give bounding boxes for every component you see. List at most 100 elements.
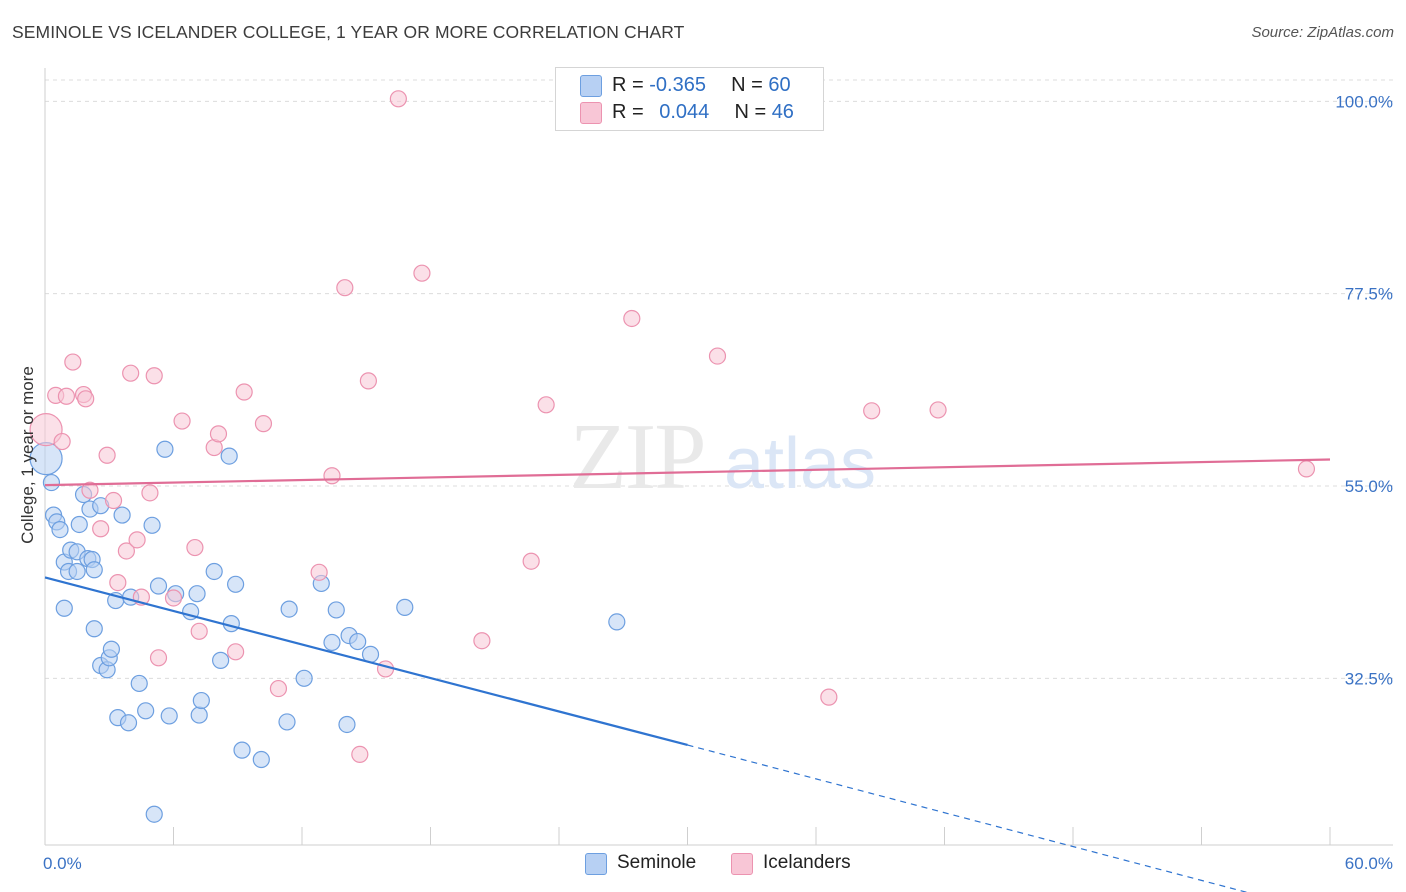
point-icelanders xyxy=(323,467,341,485)
trendline-extension-seminole xyxy=(687,744,1248,892)
point-seminole xyxy=(119,714,138,732)
y-tick-label: 32.5% xyxy=(1345,669,1393,688)
point-icelanders xyxy=(29,412,63,447)
point-icelanders xyxy=(57,387,76,405)
point-icelanders xyxy=(109,573,127,592)
point-icelanders xyxy=(708,347,727,365)
point-icelanders xyxy=(81,481,99,499)
point-seminole xyxy=(280,600,298,618)
point-seminole xyxy=(42,473,61,492)
point-seminole xyxy=(145,805,163,823)
point-seminole xyxy=(233,741,251,759)
point-icelanders xyxy=(473,632,491,650)
point-seminole xyxy=(102,640,120,658)
y-tick-label: 100.0% xyxy=(1335,92,1393,111)
point-icelanders xyxy=(351,745,369,763)
legend-r-label: R = xyxy=(612,101,644,123)
point-seminole xyxy=(51,520,69,539)
legend-r-label: R = xyxy=(612,74,644,96)
point-icelanders xyxy=(77,390,95,408)
point-seminole xyxy=(220,447,238,465)
legend-swatch-seminole xyxy=(580,75,602,97)
point-seminole xyxy=(205,562,223,581)
point-seminole xyxy=(327,601,345,619)
correlation-legend: R = -0.365 N = 60 R = 0.044 N = 46 xyxy=(555,67,824,131)
point-icelanders xyxy=(359,372,377,390)
point-seminole xyxy=(113,506,131,524)
legend-n-value-seminole: 60 xyxy=(768,74,791,96)
point-seminole xyxy=(349,632,367,651)
point-icelanders xyxy=(623,309,641,328)
point-icelanders xyxy=(173,412,191,430)
point-icelanders xyxy=(235,383,253,401)
source-label: Source: ZipAtlas.com xyxy=(1251,24,1394,41)
point-icelanders xyxy=(64,353,82,371)
point-icelanders xyxy=(53,432,71,451)
point-seminole xyxy=(85,620,103,638)
point-icelanders xyxy=(336,279,354,297)
point-icelanders xyxy=(254,415,273,433)
point-seminole xyxy=(212,651,230,669)
trendline-icelanders xyxy=(44,458,1331,487)
point-seminole xyxy=(295,669,313,687)
watermark-zip: ZIP xyxy=(570,405,705,509)
point-icelanders xyxy=(413,264,431,282)
series-swatch-seminole xyxy=(585,853,607,875)
series-label-icelanders: Icelanders xyxy=(763,852,851,873)
point-icelanders xyxy=(522,552,540,570)
point-icelanders xyxy=(122,364,140,382)
legend-n-label: N = xyxy=(734,101,767,123)
point-icelanders xyxy=(190,622,208,640)
y-axis-label: College, 1 year or more xyxy=(18,366,37,544)
series-legend: Seminole Icelanders xyxy=(0,852,1406,878)
point-seminole xyxy=(323,633,341,652)
point-icelanders xyxy=(929,401,947,419)
point-seminole xyxy=(188,585,206,603)
points-layer xyxy=(29,90,1316,823)
point-icelanders xyxy=(98,446,116,464)
point-seminole xyxy=(252,750,270,769)
point-seminole xyxy=(55,599,73,617)
point-icelanders xyxy=(537,396,555,414)
point-icelanders xyxy=(164,589,183,607)
point-icelanders xyxy=(227,643,245,661)
x-tick-label-min: 0.0% xyxy=(43,854,82,873)
x-tick-label-max: 60.0% xyxy=(1345,854,1393,873)
point-seminole xyxy=(192,691,210,710)
trendline-seminole xyxy=(44,576,688,747)
chart-title: SEMINOLE VS ICELANDER COLLEGE, 1 YEAR OR… xyxy=(12,22,685,42)
point-seminole xyxy=(85,561,103,579)
point-icelanders xyxy=(186,538,204,557)
legend-r-value-seminole: -0.365 xyxy=(649,74,706,96)
point-seminole xyxy=(190,706,208,724)
point-seminole xyxy=(227,575,245,593)
point-icelanders xyxy=(820,688,838,706)
point-icelanders xyxy=(209,425,228,443)
point-icelanders xyxy=(104,491,123,510)
point-icelanders xyxy=(92,520,110,538)
y-tick-label: 77.5% xyxy=(1345,285,1393,304)
watermark-atlas: atlas xyxy=(724,424,876,504)
point-icelanders xyxy=(128,531,146,549)
legend-swatch-icelanders xyxy=(580,102,602,124)
point-seminole xyxy=(149,577,168,595)
point-icelanders xyxy=(269,679,288,698)
point-icelanders xyxy=(117,542,135,560)
point-seminole xyxy=(70,515,88,534)
grid-layer xyxy=(45,79,1393,679)
point-seminole xyxy=(143,516,161,534)
axis-layer xyxy=(44,68,1393,846)
y-tick-label: 55.0% xyxy=(1345,477,1393,496)
point-icelanders xyxy=(389,90,407,108)
label-layer: College, 1 year or more 0.0% 60.0% 100.0… xyxy=(18,92,1393,873)
point-seminole xyxy=(396,598,414,616)
trend-layer xyxy=(44,458,1331,892)
point-icelanders xyxy=(310,563,328,581)
point-icelanders xyxy=(1297,460,1316,478)
legend-n-value-icelanders: 46 xyxy=(771,101,794,123)
series-swatch-icelanders xyxy=(731,853,753,875)
point-seminole xyxy=(608,613,626,631)
point-icelanders xyxy=(376,660,395,678)
point-icelanders xyxy=(149,649,168,667)
